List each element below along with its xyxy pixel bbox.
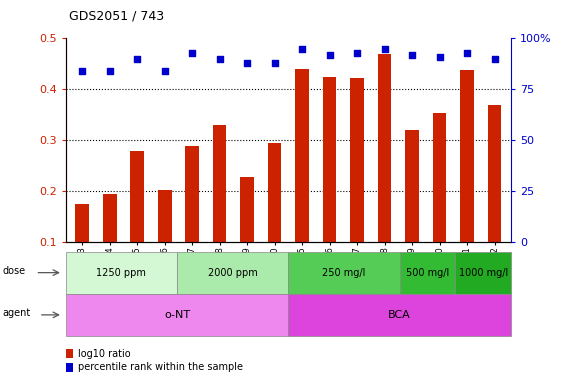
Text: 1250 ppm: 1250 ppm: [96, 268, 146, 278]
Bar: [66, 349, 73, 358]
Point: [187, 50, 196, 56]
Bar: [130, 151, 144, 293]
Bar: [460, 70, 474, 293]
Point: [380, 46, 389, 52]
Text: 500 mg/l: 500 mg/l: [406, 268, 449, 278]
Text: BCA: BCA: [388, 310, 411, 320]
Point: [490, 56, 499, 62]
Text: dose: dose: [3, 266, 26, 276]
Bar: [75, 204, 89, 293]
Bar: [350, 78, 364, 293]
Text: 250 mg/l: 250 mg/l: [323, 268, 365, 278]
Text: 2000 ppm: 2000 ppm: [208, 268, 258, 278]
Text: percentile rank within the sample: percentile rank within the sample: [78, 362, 243, 372]
Point: [160, 68, 169, 74]
Bar: [268, 143, 282, 293]
Point: [270, 60, 279, 66]
Bar: [213, 125, 227, 293]
Point: [463, 50, 472, 56]
Bar: [66, 363, 73, 372]
Bar: [405, 130, 419, 293]
Bar: [185, 146, 199, 293]
Point: [132, 56, 142, 62]
Point: [325, 51, 334, 58]
Bar: [103, 194, 116, 293]
Text: o-NT: o-NT: [164, 310, 190, 320]
Text: agent: agent: [3, 308, 31, 318]
Bar: [158, 190, 171, 293]
Point: [243, 60, 252, 66]
Bar: [433, 113, 447, 293]
Point: [352, 50, 361, 56]
Point: [435, 54, 444, 60]
Bar: [240, 177, 254, 293]
Bar: [488, 104, 501, 293]
Point: [215, 56, 224, 62]
Point: [105, 68, 114, 74]
Text: log10 ratio: log10 ratio: [78, 349, 130, 359]
Bar: [295, 69, 309, 293]
Bar: [377, 54, 392, 293]
Text: 1000 mg/l: 1000 mg/l: [459, 268, 508, 278]
Point: [408, 51, 417, 58]
Point: [297, 46, 307, 52]
Bar: [323, 76, 336, 293]
Point: [78, 68, 87, 74]
Text: GDS2051 / 743: GDS2051 / 743: [69, 10, 164, 23]
